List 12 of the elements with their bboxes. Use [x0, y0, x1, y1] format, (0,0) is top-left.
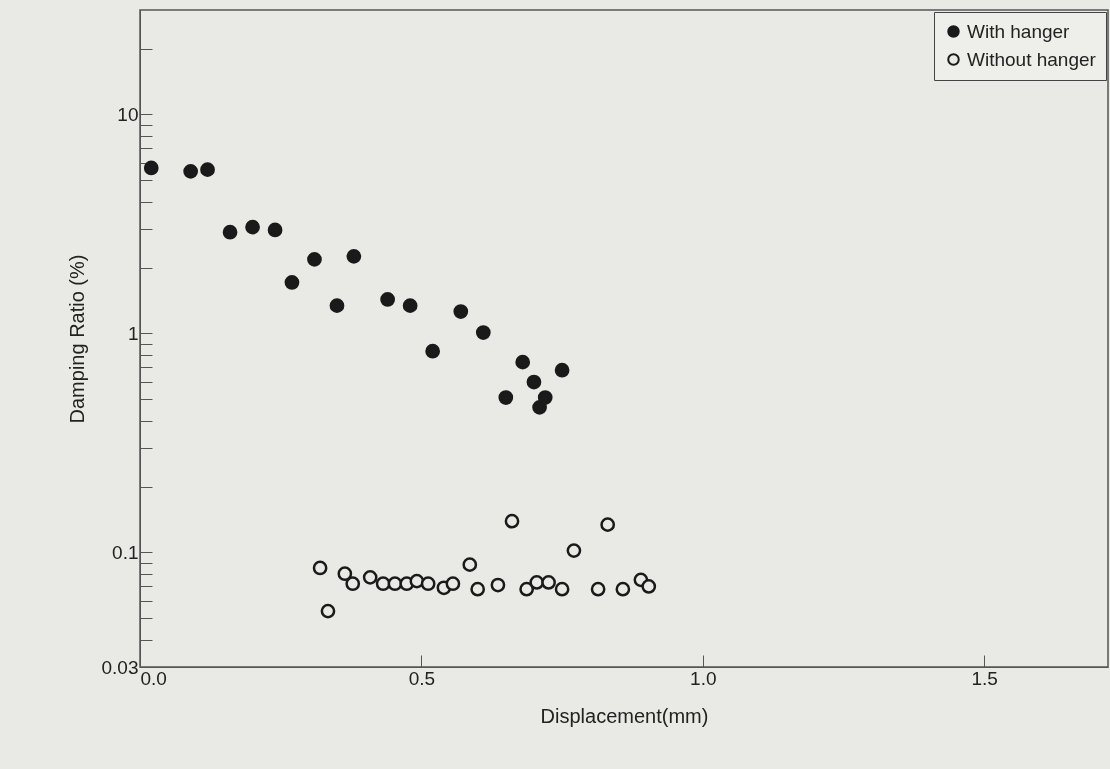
x-axis-title: Displacement(mm): [540, 704, 709, 727]
x-tick-label: 1.0: [690, 667, 717, 689]
y-tick-label: 0.03: [101, 656, 139, 678]
y-tick-label: 0.1: [112, 541, 139, 563]
x-tick-label: 0.5: [408, 667, 436, 689]
x-tick-label: 1.5: [971, 667, 998, 689]
y-tick-label: 1: [127, 322, 139, 344]
x-tick-label: 0.0: [140, 667, 167, 689]
y-axis-title: Damping Ratio (%): [65, 254, 88, 424]
legend-label: With hanger: [967, 20, 1071, 42]
y-tick-label: 10: [117, 103, 139, 125]
legend-label: Without hanger: [967, 48, 1097, 70]
